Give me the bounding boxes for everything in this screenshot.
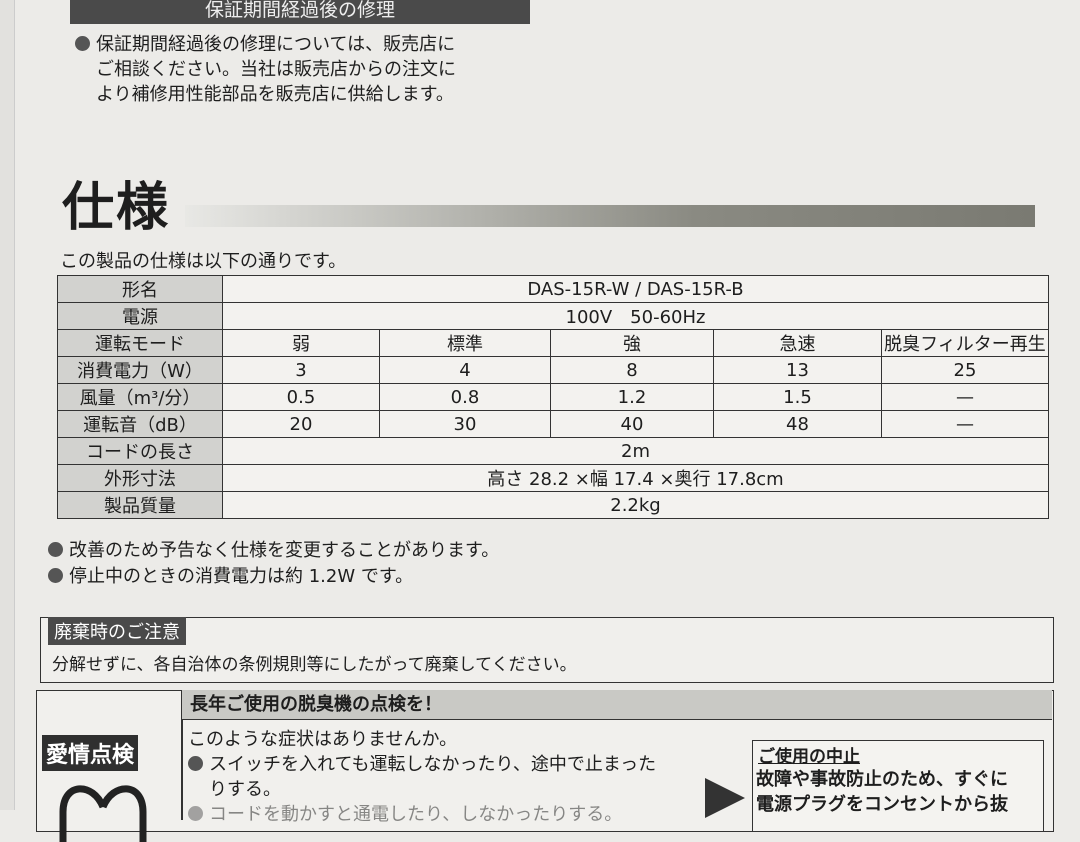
cell: 脱臭フィルター再生 — [881, 329, 1049, 357]
repair-line: より補修用性能部品を販売店に供給します。 — [96, 84, 454, 105]
table-row: 運転モード 弱 標準 強 急速 脱臭フィルター再生 — [57, 329, 1049, 357]
cell: 弱 — [222, 329, 380, 357]
table-row: 風量（m³/分） 0.5 0.8 1.2 1.5 — — [57, 383, 1049, 411]
row-label: 電源 — [57, 302, 223, 330]
cell: 0.5 — [222, 383, 380, 411]
row-label: コードの長さ — [57, 437, 223, 465]
cell: 4 — [379, 356, 551, 384]
care-heading: 長年ご使用の脱臭機の点検を！ — [181, 690, 1052, 720]
row-label: 形名 — [57, 275, 223, 303]
table-row: 消費電力（W） 3 4 8 13 25 — [57, 356, 1049, 384]
cell: — — [881, 410, 1049, 438]
note: 停止中のときの消費電力は約 1.2W です。 — [69, 566, 414, 587]
bullet-icon — [75, 36, 90, 51]
cell: — — [881, 383, 1049, 411]
table-row: 外形寸法 高さ 28.2 ×幅 17.4 ×奥行 17.8cm — [57, 464, 1049, 492]
cell: 100V 50-60Hz — [222, 302, 1049, 330]
heart-icon — [59, 785, 147, 842]
title-decoration-bar — [185, 205, 1035, 227]
cell: 高さ 28.2 ×幅 17.4 ×奥行 17.8cm — [222, 464, 1049, 492]
row-label: 消費電力（W） — [57, 356, 223, 384]
row-label: 製品質量 — [57, 491, 223, 519]
care-question: このような症状はありませんか。 — [188, 729, 458, 750]
repair-line: 保証期間経過後の修理については、販売店に — [96, 34, 456, 55]
specs-title: 仕様 — [62, 178, 171, 238]
specs-table: 形名 DAS-15R-W / DAS-15R-B 電源 100V 50-60Hz 運… — [57, 275, 1049, 519]
table-row: 電源 100V 50-60Hz — [57, 302, 1049, 330]
care-tag: 愛情点検 — [42, 735, 139, 771]
cell: DAS-15R-W / DAS-15R-B — [222, 275, 1049, 303]
bullet-icon — [48, 568, 63, 583]
cell: 1.5 — [713, 383, 882, 411]
cell: 40 — [550, 410, 714, 438]
care-text: このような症状はありませんか。 スイッチを入れても運転しなかったり、途中で止まっ… — [188, 727, 656, 827]
care-item: スイッチを入れても運転しなかったり、途中で止まった — [209, 754, 657, 775]
cell: 3 — [222, 356, 380, 384]
care-item: りする。 — [209, 779, 281, 800]
bullet-icon — [48, 542, 63, 557]
cell: 標準 — [379, 329, 551, 357]
spec-notes: 改善のため予告なく仕様を変更することがあります。 停止中のときの消費電力は約 1… — [48, 538, 499, 590]
page-edge — [0, 0, 15, 810]
cell: 2.2kg — [222, 491, 1049, 519]
cell: 48 — [713, 410, 882, 438]
divider — [181, 720, 183, 820]
repair-line: ご相談ください。当社は販売店からの注文に — [96, 59, 456, 80]
table-row: 製品質量 2.2kg — [57, 491, 1049, 519]
cell: 30 — [379, 410, 551, 438]
cell: 2m — [222, 437, 1049, 465]
cell: 13 — [713, 356, 882, 384]
cell: 強 — [550, 329, 714, 357]
bullet-icon — [188, 756, 203, 771]
stop-line: 故障や事故防止のため、すぐに — [756, 769, 1008, 790]
disposal-box — [40, 617, 1054, 683]
stop-use-title: ご使用の中止 — [758, 747, 860, 767]
bullet-icon — [188, 806, 203, 821]
cell: 8 — [550, 356, 714, 384]
table-row: コードの長さ 2m — [57, 437, 1049, 465]
cell: 1.2 — [550, 383, 714, 411]
repair-paragraph: 保証期間経過後の修理については、販売店に ご相談ください。当社は販売店からの注文… — [75, 32, 456, 107]
row-label: 風量（m³/分） — [57, 383, 223, 411]
specs-intro: この製品の仕様は以下の通りです。 — [60, 251, 347, 272]
care-item: コードを動かすと通電したり、しなかったりする。 — [209, 804, 623, 825]
repair-heading: 保証期間経過後の修理 — [70, 0, 530, 24]
cell: 急速 — [713, 329, 882, 357]
table-row: 形名 DAS-15R-W / DAS-15R-B — [57, 275, 1049, 303]
disposal-text: 分解せずに、各自治体の条例規則等にしたがって廃棄してください。 — [52, 655, 577, 675]
arrow-icon — [705, 778, 745, 818]
row-label: 運転音（dB） — [57, 410, 223, 438]
note: 改善のため予告なく仕様を変更することがあります。 — [69, 540, 500, 561]
table-row: 運転音（dB） 20 30 40 48 — — [57, 410, 1049, 438]
cell: 20 — [222, 410, 380, 438]
row-label: 外形寸法 — [57, 464, 223, 492]
cell: 25 — [881, 356, 1049, 384]
cell: 0.8 — [379, 383, 551, 411]
row-label: 運転モード — [57, 329, 223, 357]
stop-line: 電源プラグをコンセントから抜 — [756, 794, 1008, 815]
disposal-tag: 廃棄時のご注意 — [48, 617, 186, 645]
